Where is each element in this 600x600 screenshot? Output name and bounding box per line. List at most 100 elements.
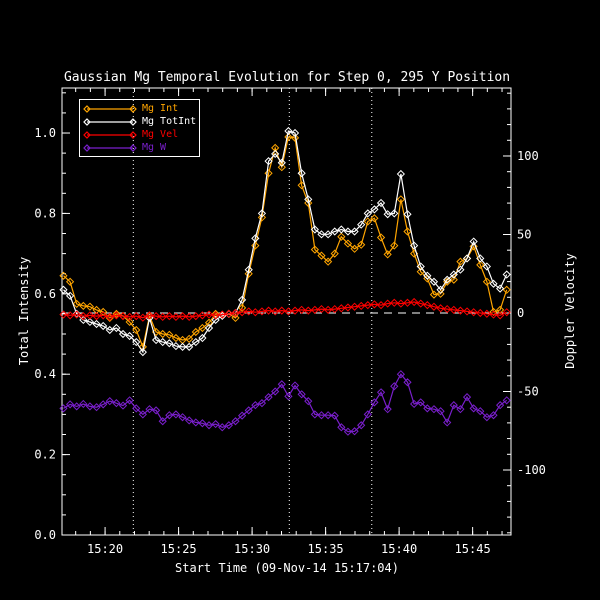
diamond-marker-icon	[370, 205, 379, 214]
diamond-marker-icon	[496, 311, 505, 320]
diamond-marker-icon	[165, 339, 174, 348]
diamond-marker-icon	[65, 291, 75, 300]
diamond-marker-icon	[323, 257, 333, 266]
diamond-marker-icon	[396, 169, 405, 179]
diamond-marker-icon	[350, 227, 359, 236]
diamond-marker-icon	[271, 143, 280, 153]
diamond-marker-icon	[337, 304, 346, 313]
series-mg-vel	[59, 297, 511, 322]
diamond-marker-icon	[191, 337, 200, 347]
legend-item-mg-int: Mg Int	[82, 103, 199, 115]
diamond-marker-icon	[125, 331, 134, 341]
diamond-marker-icon	[198, 333, 207, 343]
diamond-marker-icon	[151, 406, 161, 415]
diamond-marker-icon	[264, 393, 273, 402]
diamond-marker-icon	[297, 390, 306, 399]
diamond-marker-icon	[99, 321, 108, 331]
diamond-marker-icon	[79, 315, 88, 325]
diamond-marker-icon	[330, 249, 339, 258]
diamond-marker-icon	[403, 298, 412, 307]
diamond-marker-icon	[304, 198, 313, 208]
diamond-marker-icon	[390, 209, 399, 218]
diamond-marker-icon	[204, 310, 214, 319]
diamond-marker-icon	[271, 307, 280, 316]
diamond-marker-icon	[178, 312, 187, 321]
legend-item-mg-w: Mg W	[82, 142, 199, 154]
diamond-marker-icon	[337, 423, 346, 432]
diamond-marker-icon	[357, 220, 366, 229]
diamond-marker-icon	[423, 271, 432, 280]
diamond-marker-icon	[99, 400, 108, 409]
diamond-marker-icon	[92, 319, 101, 329]
diamond-marker-icon	[456, 306, 465, 315]
diamond-marker-icon	[204, 318, 214, 327]
diamond-marker-icon	[251, 401, 260, 410]
diamond-marker-icon	[132, 337, 141, 347]
diamond-marker-icon	[357, 421, 366, 430]
diamond-marker-icon	[83, 104, 91, 113]
diamond-marker-icon	[185, 342, 194, 351]
diamond-marker-icon	[396, 299, 405, 308]
diamond-marker-icon	[496, 305, 505, 314]
diamond-marker-icon	[105, 397, 114, 406]
diamond-marker-icon	[410, 241, 419, 250]
y-left-tick-label: 0.4	[34, 367, 56, 381]
diamond-marker-icon	[370, 214, 379, 223]
diamond-marker-icon	[237, 303, 247, 312]
diamond-marker-icon	[323, 411, 333, 420]
diamond-marker-icon	[290, 133, 300, 142]
diamond-marker-icon	[423, 301, 432, 310]
diamond-marker-icon	[350, 427, 359, 436]
diamond-marker-icon	[310, 305, 319, 314]
diamond-marker-icon	[211, 311, 220, 320]
diamond-marker-icon	[244, 269, 253, 278]
legend-label: Mg Int	[142, 102, 179, 114]
diamond-marker-icon	[224, 421, 233, 430]
diamond-marker-icon	[237, 308, 247, 317]
diamond-marker-icon	[469, 404, 478, 413]
diamond-marker-icon	[218, 310, 227, 319]
diamond-marker-icon	[224, 309, 233, 318]
diamond-marker-icon	[65, 277, 75, 286]
diamond-marker-icon	[277, 380, 286, 389]
diamond-marker-icon	[59, 271, 68, 280]
diamond-marker-icon	[277, 158, 286, 167]
y-left-tick-label: 0.8	[34, 206, 56, 220]
legend-item-mg-totint: Mg TotInt	[82, 116, 199, 128]
diamond-marker-icon	[191, 418, 200, 427]
legend-item-mg-vel: Mg Vel	[82, 129, 199, 141]
diamond-marker-icon	[237, 295, 247, 304]
diamond-marker-icon	[85, 402, 95, 411]
diamond-marker-icon	[112, 311, 121, 320]
diamond-marker-icon	[118, 312, 128, 321]
diamond-marker-icon	[145, 405, 154, 414]
diamond-marker-icon	[376, 233, 386, 242]
diamond-marker-icon	[59, 310, 68, 319]
diamond-marker-icon	[158, 312, 167, 322]
diamond-marker-icon	[237, 411, 247, 420]
y-left-tick-label: 1.0	[34, 126, 56, 140]
chart-title: Gaussian Mg Temporal Evolution for Step …	[63, 70, 511, 85]
diamond-marker-icon	[171, 341, 181, 351]
y-right-tick-label: -100	[517, 463, 546, 477]
diamond-marker-icon	[112, 309, 121, 319]
diamond-marker-icon	[99, 311, 108, 320]
diamond-marker-icon	[271, 149, 280, 159]
diamond-marker-icon	[376, 301, 386, 310]
diamond-marker-icon	[350, 244, 359, 253]
y-right-tick-label: -50	[517, 384, 539, 398]
legend-line-sample	[83, 130, 137, 139]
diamond-marker-icon	[185, 334, 194, 343]
diamond-marker-icon	[112, 399, 121, 408]
diamond-marker-icon	[343, 303, 353, 312]
diamond-marker-icon	[85, 317, 95, 327]
series-mg-w	[59, 370, 511, 436]
diamond-marker-icon	[198, 323, 207, 333]
diamond-marker-icon	[72, 310, 81, 319]
diamond-marker-icon	[423, 404, 432, 413]
diamond-marker-icon	[132, 325, 141, 335]
diamond-marker-icon	[449, 270, 458, 279]
diamond-marker-icon	[443, 304, 452, 314]
diamond-marker-icon	[489, 279, 498, 288]
diamond-marker-icon	[185, 416, 194, 425]
